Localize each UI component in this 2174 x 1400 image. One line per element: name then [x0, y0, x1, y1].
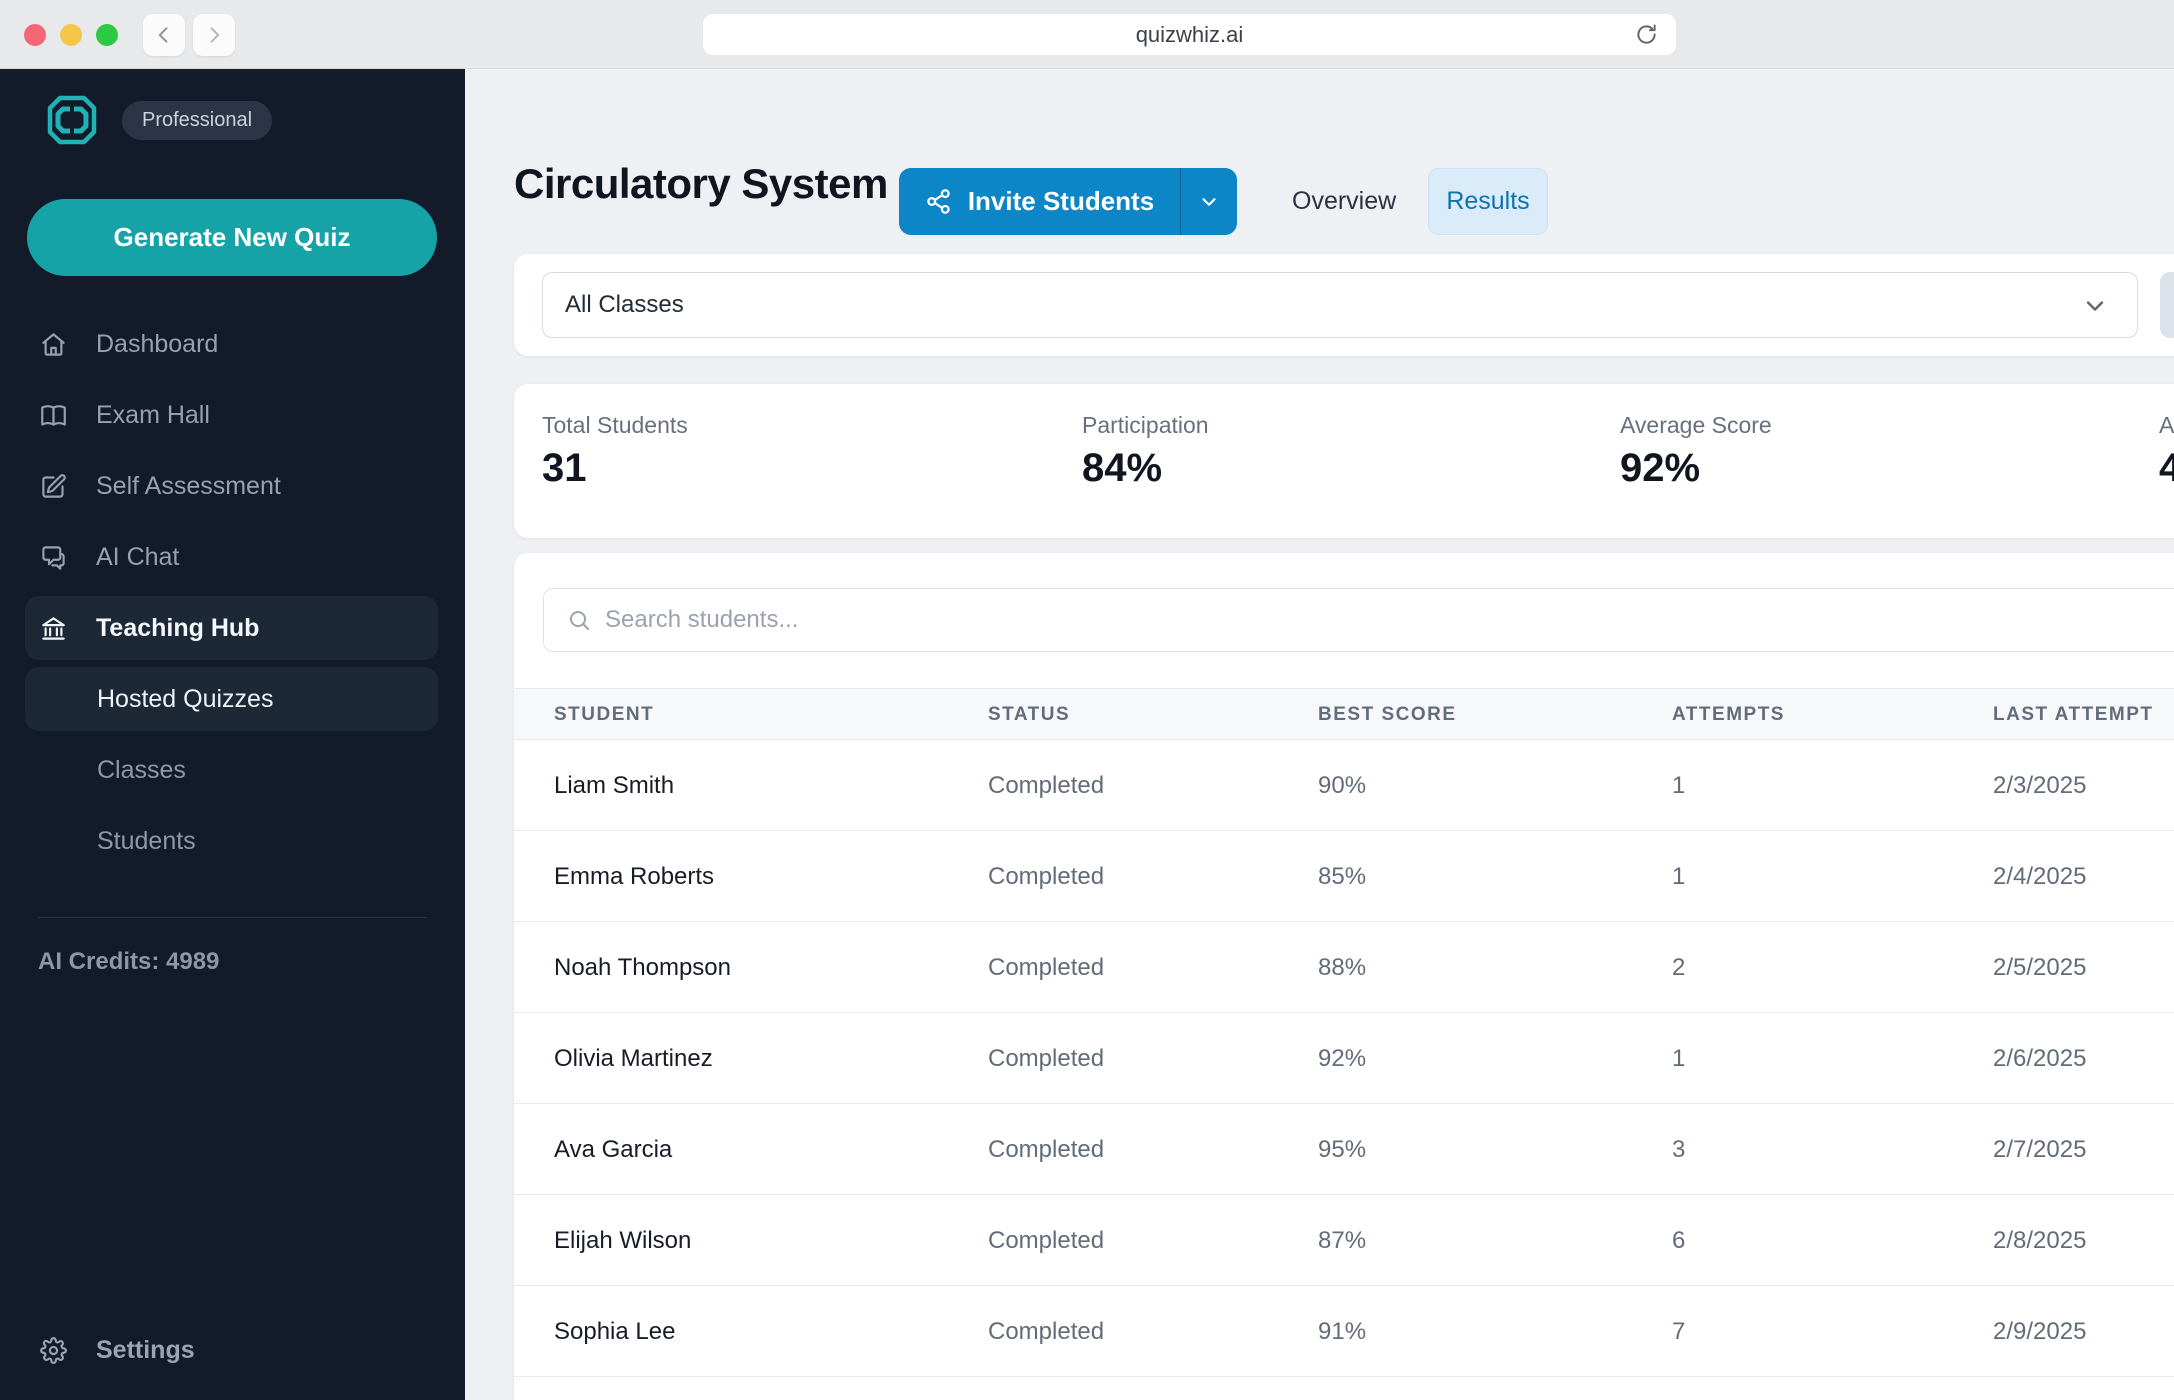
sidebar-item-settings[interactable]: Settings	[25, 1318, 438, 1382]
cell-status: Completed	[988, 1317, 1105, 1345]
cell-status: Completed	[988, 1226, 1105, 1254]
sidebar-subitem-students[interactable]: Students	[97, 826, 196, 855]
browser-chrome: quizwhiz.ai	[0, 0, 2174, 69]
cell-last-attempt: 2/9/2025	[1993, 1317, 2087, 1345]
sidebar-item-ai-chat[interactable]: AI Chat	[25, 525, 438, 589]
cell-student: Liam Smith	[554, 771, 675, 799]
edit-icon	[42, 473, 66, 498]
chevron-down-icon	[1202, 197, 1216, 206]
main-content: Circulatory System Invite Students Overv…	[465, 69, 2174, 1400]
search-icon	[570, 611, 589, 630]
gear-icon	[40, 1336, 67, 1364]
table-row[interactable]: Sophia Lee Completed 91% 7 2/9/2025	[514, 1286, 2174, 1377]
cell-student: Ava Garcia	[554, 1135, 673, 1163]
cell-best-score: 88%	[1318, 953, 1367, 981]
col-attempts: ATTEMPTS	[1672, 704, 1785, 725]
home-icon	[42, 332, 65, 356]
tab-results[interactable]: Results	[1428, 168, 1548, 235]
table-row[interactable]: Ava Garcia Completed 95% 3 2/7/2025	[514, 1104, 2174, 1195]
invite-dropdown-toggle[interactable]	[1180, 168, 1237, 235]
close-button[interactable]	[24, 24, 46, 46]
cell-last-attempt: 2/4/2025	[1993, 862, 2087, 890]
cell-status: Completed	[988, 1044, 1105, 1072]
fullscreen-button[interactable]	[96, 24, 118, 46]
sidebar: Professional Generate New Quiz Dashboard…	[0, 69, 465, 1400]
app-logo-icon	[44, 92, 100, 148]
chevron-right-icon	[210, 27, 220, 43]
sidebar-item-exam-hall[interactable]: Exam Hall	[25, 383, 438, 447]
sidebar-subitem-classes[interactable]: Classes	[97, 755, 186, 784]
cell-best-score: 95%	[1318, 1135, 1367, 1163]
sidebar-item-teaching-hub[interactable]: Teaching Hub	[25, 596, 438, 660]
sidebar-item-dashboard[interactable]: Dashboard	[25, 312, 438, 376]
sidebar-item-self-assessment[interactable]: Self Assessment	[25, 454, 438, 518]
col-student: STUDENT	[554, 704, 655, 725]
url-bar[interactable]: quizwhiz.ai	[703, 14, 1676, 55]
tab-overview[interactable]: Overview	[1292, 187, 1397, 215]
invite-students-split-button: Invite Students	[899, 168, 1237, 235]
sidebar-divider	[38, 917, 427, 918]
cell-status: Completed	[988, 771, 1105, 799]
generate-new-quiz-button[interactable]: Generate New Quiz	[27, 199, 437, 276]
search-input[interactable]	[605, 606, 2174, 634]
table-row[interactable]: Emma Roberts Completed 85% 1 2/4/2025	[514, 831, 2174, 922]
page-title: Circulatory System	[514, 160, 888, 207]
cell-attempts: 7	[1672, 1317, 1686, 1345]
url-text: quizwhiz.ai	[1135, 21, 1244, 47]
cell-best-score: 92%	[1318, 1044, 1367, 1072]
cell-attempts: 1	[1672, 1044, 1686, 1072]
book-open-icon	[41, 404, 66, 426]
search-box	[543, 588, 2174, 652]
cell-student: Sophia Lee	[554, 1317, 676, 1345]
table-row[interactable]: Noah Thompson Completed 88% 2 2/5/2025	[514, 922, 2174, 1013]
col-status: STATUS	[988, 704, 1071, 725]
cell-attempts: 6	[1672, 1226, 1686, 1254]
cell-attempts: 1	[1672, 862, 1686, 890]
chat-icon	[42, 545, 65, 570]
stats-card: Total Students 31 Participation 84% Aver…	[514, 384, 2174, 538]
cell-last-attempt: 2/7/2025	[1993, 1135, 2087, 1163]
cell-best-score: 85%	[1318, 862, 1367, 890]
clipped-edge-button[interactable]	[2160, 272, 2174, 338]
cell-status: Completed	[988, 953, 1105, 981]
cell-last-attempt: 2/3/2025	[1993, 771, 2087, 799]
reload-icon[interactable]	[1635, 23, 1658, 46]
back-button[interactable]	[143, 14, 185, 56]
cell-attempts: 3	[1672, 1135, 1686, 1163]
table-row[interactable]: Olivia Martinez Completed 92% 1 2/6/2025	[514, 1013, 2174, 1104]
forward-button[interactable]	[193, 14, 235, 56]
minimize-button[interactable]	[60, 24, 82, 46]
plan-badge: Professional	[122, 101, 273, 140]
cell-attempts: 2	[1672, 953, 1686, 981]
cell-student: Elijah Wilson	[554, 1226, 692, 1254]
filter-card: All Classes	[514, 254, 2174, 356]
cell-student: Emma Roberts	[554, 862, 715, 890]
table-row[interactable]: Elijah Wilson Completed 87% 6 2/8/2025	[514, 1195, 2174, 1286]
cell-best-score: 91%	[1318, 1317, 1367, 1345]
cell-student: Noah Thompson	[554, 953, 731, 981]
cell-last-attempt: 2/6/2025	[1993, 1044, 2087, 1072]
results-table-card: STUDENT STATUS BEST SCORE ATTEMPTS LAST …	[514, 553, 2174, 1400]
share-icon	[927, 189, 950, 214]
chevron-left-icon	[158, 27, 168, 43]
invite-students-button[interactable]: Invite Students	[899, 168, 1180, 235]
ai-credits-label: AI Credits: 4989	[38, 948, 220, 975]
cell-best-score: 90%	[1318, 771, 1367, 799]
col-last-attempt: LAST ATTEMPT	[1993, 704, 2154, 725]
table-row[interactable]: Liam Smith Completed 90% 1 2/3/2025	[514, 740, 2174, 831]
cell-last-attempt: 2/5/2025	[1993, 953, 2087, 981]
cell-best-score: 87%	[1318, 1226, 1367, 1254]
chevron-down-icon	[2086, 301, 2104, 311]
col-best-score: BEST SCORE	[1318, 704, 1457, 725]
cell-last-attempt: 2/8/2025	[1993, 1226, 2087, 1254]
sidebar-subitem-hosted-quizzes[interactable]: Hosted Quizzes	[25, 667, 438, 731]
cell-attempts: 1	[1672, 771, 1686, 799]
bank-icon	[42, 616, 65, 640]
cell-status: Completed	[988, 862, 1105, 890]
cell-student: Olivia Martinez	[554, 1044, 713, 1072]
class-filter-select[interactable]: All Classes	[542, 272, 2138, 338]
table-header-row: STUDENT STATUS BEST SCORE ATTEMPTS LAST …	[514, 688, 2174, 740]
cell-status: Completed	[988, 1135, 1105, 1163]
